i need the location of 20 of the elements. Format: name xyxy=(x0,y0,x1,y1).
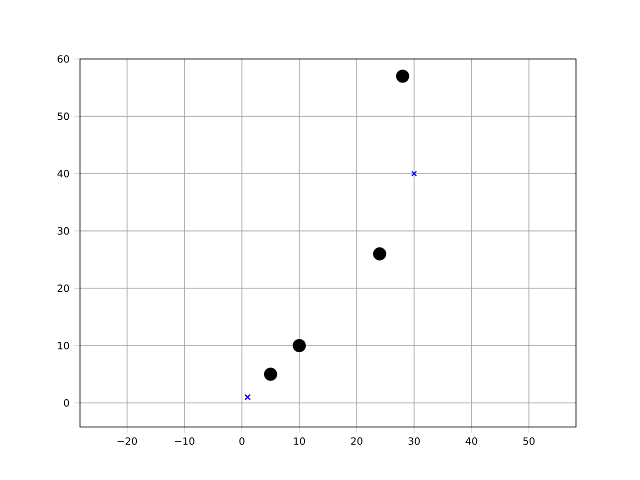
y-tick-label: 20 xyxy=(58,284,69,292)
y-tick-label: 60 xyxy=(58,55,69,63)
x-tick-label: 10 xyxy=(294,437,305,445)
y-tick-label: 30 xyxy=(58,227,69,235)
x-tick-label: −20 xyxy=(118,437,137,445)
point xyxy=(373,247,386,260)
point xyxy=(396,70,410,83)
point xyxy=(264,368,278,381)
y-tick-label: 50 xyxy=(58,112,69,120)
x-tick-label: 0 xyxy=(239,437,244,445)
point xyxy=(292,339,306,352)
x-tick-label: −10 xyxy=(175,437,194,445)
x-tick-label: 50 xyxy=(523,437,535,445)
y-tick-label: 10 xyxy=(58,342,69,350)
y-tick-label: 0 xyxy=(64,399,69,407)
y-tick-label: 40 xyxy=(57,170,69,178)
x-tick-label: 40 xyxy=(466,437,478,445)
x-tick-label: 30 xyxy=(408,437,420,445)
x-tick-label: 20 xyxy=(351,437,362,445)
point xyxy=(411,170,417,177)
